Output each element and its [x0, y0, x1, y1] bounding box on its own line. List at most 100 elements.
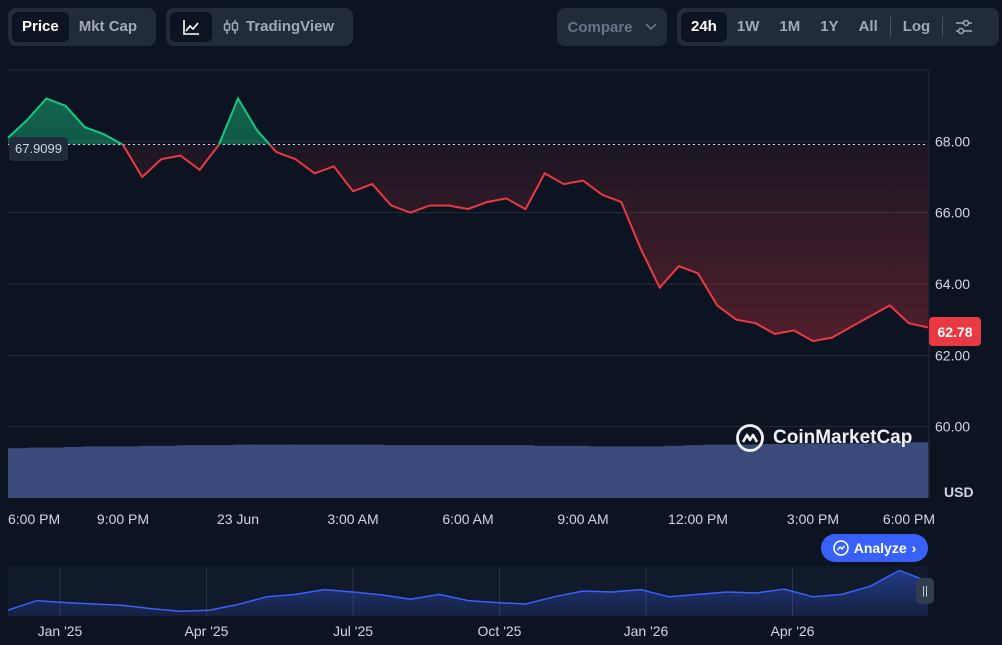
volume-bar: [101, 446, 121, 498]
y-axis-unit: USD: [944, 484, 974, 500]
range-1w[interactable]: 1W: [736, 18, 760, 35]
grid: [8, 140, 928, 428]
line-chart-button[interactable]: [170, 12, 212, 42]
watermark-text: CoinMarketCap: [773, 427, 913, 448]
volume-bar: [514, 445, 535, 498]
y-tick-label: 68.00: [935, 133, 970, 149]
candlestick-icon: [223, 20, 239, 34]
metric-toggle: Price Mkt Cap: [8, 8, 156, 46]
volume-bar: [496, 445, 516, 498]
x-axis-labels: 6:00 PM 9:00 PM 23 Jun 3:00 AM 6:00 AM 9:00 A…: [8, 511, 935, 527]
volume-bar: [364, 444, 384, 498]
volume-bar: [8, 448, 28, 498]
volume-bar: [646, 446, 666, 498]
log-scale-button[interactable]: Log: [902, 18, 931, 35]
x-tick-label: 6:00 AM: [442, 511, 493, 527]
y-tick-label: 62.00: [935, 347, 970, 363]
volume-bar: [740, 444, 760, 498]
volume-bar: [665, 445, 685, 498]
volume-bar: [477, 445, 497, 498]
volume-bar: [214, 445, 234, 498]
volume-bar: [439, 445, 459, 498]
range-1y[interactable]: 1Y: [820, 18, 839, 35]
volume-bar: [383, 445, 403, 498]
range-1m[interactable]: 1M: [779, 18, 801, 35]
price-area-below: [8, 144, 928, 342]
chevron-down-icon: [644, 23, 657, 31]
volume-bar: [233, 444, 253, 498]
toolbar: Price Mkt Cap TradingView Compare 24h 1W…: [0, 8, 1002, 48]
mktcap-tab[interactable]: Mkt Cap: [78, 18, 138, 35]
volume-bar: [815, 443, 835, 498]
volume-bar: [139, 445, 159, 498]
navigator-x-labels: Jan '25 Apr '25 Jul '25 Oct '25 Jan '26 Apr '…: [38, 623, 815, 639]
volume-bar: [552, 445, 572, 498]
navigator-tick-label: Jul '25: [333, 623, 373, 639]
volume-bar: [852, 443, 872, 498]
volume-bar: [345, 444, 366, 498]
volume-bars: [8, 442, 929, 498]
x-tick-label: 3:00 PM: [787, 511, 839, 527]
volume-bar: [308, 444, 328, 498]
range-navigator[interactable]: Jan '25 Apr '25 Jul '25 Oct '25 Jan '26 Apr '…: [0, 560, 1002, 645]
range-24h[interactable]: 24h: [681, 12, 727, 42]
volume-bar: [608, 446, 628, 498]
volume-bar: [796, 443, 816, 498]
volume-bar: [909, 442, 929, 498]
settings-button[interactable]: [945, 12, 983, 42]
compare-dropdown[interactable]: Compare: [557, 8, 667, 46]
tradingview-label: TradingView: [246, 18, 335, 35]
volume-bar: [759, 444, 779, 498]
time-range-selector: 24h 1W 1M 1Y All Log: [677, 8, 999, 46]
volume-bar: [627, 446, 647, 498]
tradingview-button[interactable]: TradingView: [212, 12, 344, 42]
volume-bar: [890, 442, 910, 498]
y-tick-label: 64.00: [935, 276, 970, 292]
navigator-tick-label: Apr '26: [771, 623, 815, 639]
volume-bar: [270, 444, 290, 498]
volume-bar: [421, 445, 441, 498]
x-tick-label: 6:00 PM: [883, 511, 935, 527]
sliders-icon: [956, 19, 973, 35]
volume-bar: [571, 445, 591, 498]
analyze-label: Analyze: [853, 540, 907, 556]
volume-bar: [64, 447, 84, 498]
volume-bar: [871, 442, 891, 498]
y-tick-label: 60.00: [935, 419, 970, 435]
y-axis-labels: 68.00 66.00 64.00 62.00 60.00: [935, 133, 970, 434]
volume-bar: [158, 445, 178, 498]
volume-bar: [590, 446, 610, 498]
chart-type-toggle: TradingView: [166, 8, 353, 46]
range-all[interactable]: All: [858, 18, 878, 35]
price-chart[interactable]: 68.00 66.00 64.00 62.00 60.00 6:00 PM 9:00 PM…: [0, 60, 1002, 530]
navigator-tick-label: Oct '25: [478, 623, 522, 639]
volume-bar: [26, 447, 46, 498]
navigator-tick-label: Jan '25: [38, 623, 83, 639]
reference-price-tag: 67.9099: [9, 137, 68, 161]
analyze-button[interactable]: Analyze ›: [821, 534, 928, 562]
volume-bar: [289, 444, 309, 498]
volume-bar: [195, 445, 215, 498]
x-tick-label: 9:00 PM: [97, 511, 149, 527]
volume-bar: [702, 444, 722, 498]
x-tick-label: 9:00 AM: [557, 511, 608, 527]
compare-label: Compare: [567, 18, 633, 36]
volume-bar: [683, 445, 703, 498]
price-area-above: [8, 98, 270, 145]
volume-bar: [327, 444, 347, 498]
price-tab[interactable]: Price: [12, 12, 69, 42]
volume-bar: [458, 445, 478, 498]
price-line-below: [120, 144, 929, 343]
coinmarketcap-logo-icon: [736, 424, 764, 452]
drag-handle-icon[interactable]: ||: [916, 578, 934, 604]
navigator-tick-label: Apr '25: [185, 623, 229, 639]
volume-bar: [533, 445, 553, 498]
chevron-right-icon: ›: [911, 540, 917, 556]
coinmarketcap-watermark: CoinMarketCap: [735, 423, 912, 453]
volume-bar: [120, 446, 140, 498]
navigator-line: [7, 569, 929, 612]
volume-bar: [721, 444, 741, 498]
volume-bar: [402, 445, 422, 498]
x-tick-label: 6:00 PM: [8, 511, 60, 527]
current-price-tag: 62.78: [929, 317, 981, 346]
